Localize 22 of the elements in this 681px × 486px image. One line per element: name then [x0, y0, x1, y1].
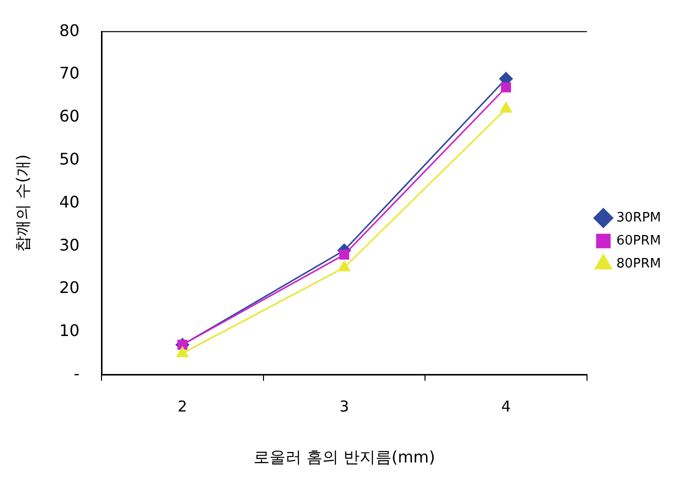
y-tick-label: 30 — [59, 235, 80, 254]
y-tick-label: 50 — [59, 149, 80, 168]
legend-label: 60PRM — [616, 233, 662, 248]
y-tick-label: 70 — [59, 64, 80, 83]
y-tick-label: 10 — [59, 321, 80, 340]
y-tick-label: 60 — [59, 106, 80, 126]
point — [339, 250, 350, 260]
y-axis-title: 찹깨의 수(개) — [12, 154, 32, 252]
y-tick-label: 80 — [59, 20, 80, 40]
legend-label: 30RPM — [616, 210, 662, 226]
x-tick-label: 4 — [501, 398, 511, 416]
y-tick-label: - — [74, 364, 80, 383]
point — [176, 346, 188, 358]
y-tick-label: 40 — [59, 192, 80, 212]
point — [500, 82, 511, 92]
point — [500, 102, 512, 113]
x-tick-label: 3 — [339, 398, 349, 416]
x-axis-title: 로울러 홈의 반지름(mm) — [253, 448, 436, 467]
point — [338, 260, 350, 272]
y-tick-label: 20 — [59, 278, 80, 298]
legend-label: 80PRM — [616, 256, 662, 272]
x-tick-label: 2 — [178, 398, 188, 416]
